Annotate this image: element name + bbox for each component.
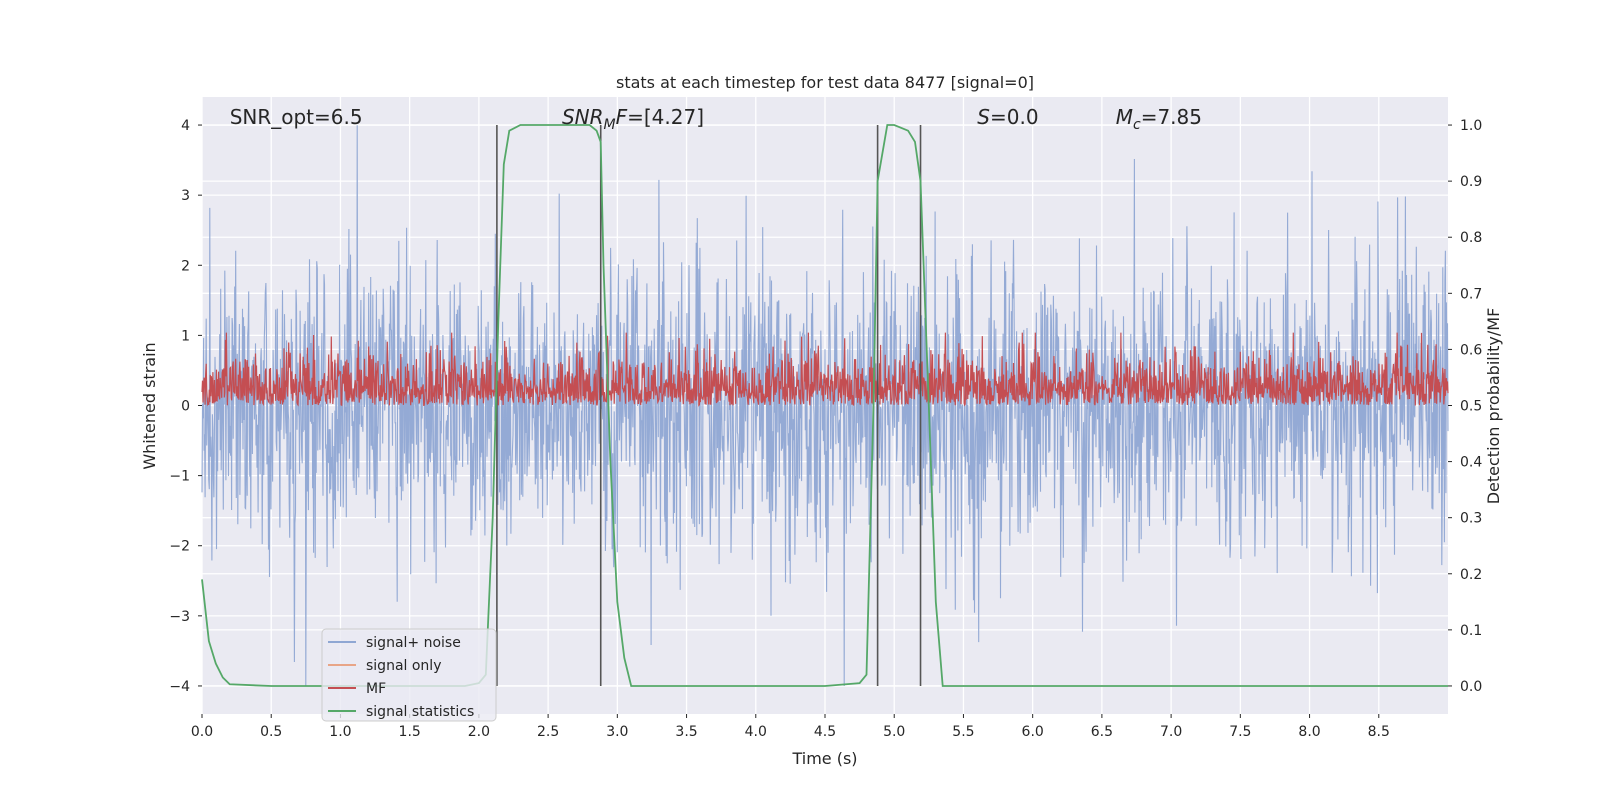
x-axis-label: Time (s) (791, 749, 857, 768)
x-tick-label: 8.0 (1298, 724, 1320, 740)
y-tick-label-right: 0.3 (1460, 511, 1482, 527)
y-tick-label-right: 0.6 (1460, 342, 1482, 358)
y-tick-label-right: 0.5 (1460, 399, 1482, 415)
x-tick-label: 5.5 (952, 724, 974, 740)
legend-box (321, 628, 497, 722)
annotation-text: Mc=7.85 (1116, 105, 1202, 133)
legend-label: signal+ noise (366, 635, 461, 651)
legend-label: signal statistics (366, 704, 474, 720)
y-tick-label-right: 0.9 (1460, 174, 1482, 190)
y-tick-label-right: 0.4 (1460, 455, 1482, 471)
y-tick-label-left: 2 (181, 258, 190, 274)
x-tick-label: 0.5 (260, 724, 282, 740)
x-tick-label: 4.5 (814, 724, 836, 740)
x-tick-label: 7.0 (1160, 724, 1182, 740)
y-tick-label-right: 0.1 (1460, 623, 1482, 639)
y-tick-label-left: −3 (169, 609, 190, 625)
y-tick-label-left: −2 (169, 539, 190, 555)
legend-label: MF (366, 681, 386, 697)
y-tick-label-right: 0.8 (1460, 230, 1482, 246)
annotation-text: SNR_opt=6.5 (230, 105, 363, 129)
y-axis-label-left: Whitened strain (140, 342, 159, 469)
x-tick-label: 2.5 (537, 724, 559, 740)
y-tick-label-right: 0.0 (1460, 679, 1482, 695)
x-tick-label: 1.5 (399, 724, 421, 740)
noise-trace (201, 125, 1449, 687)
x-tick-label: 3.5 (675, 724, 697, 740)
x-tick-label: 6.5 (1091, 724, 1113, 740)
x-tick-label: 6.0 (1022, 724, 1044, 740)
annotation-text: SNRMF=[4.27] (562, 105, 704, 133)
y-tick-label-right: 0.2 (1460, 567, 1482, 583)
annotation-text: S=0.0 (977, 105, 1038, 129)
mf-trace (201, 332, 1449, 407)
legend-label: signal only (366, 658, 441, 674)
y-tick-label-left: 0 (181, 399, 190, 415)
x-tick-label: 8.5 (1368, 724, 1390, 740)
y-tick-label-left: 3 (181, 188, 190, 204)
legend: signal+ noise signal only MF signal statist… (321, 628, 497, 722)
x-tick-label: 5.0 (883, 724, 905, 740)
y-tick-label-left: 1 (181, 328, 190, 344)
noise-series (201, 125, 1449, 687)
x-tick-label: 0.0 (191, 724, 213, 740)
x-tick-label: 3.0 (606, 724, 628, 740)
x-tick-label: 2.0 (468, 724, 490, 740)
y-tick-label-left: −4 (169, 679, 190, 695)
mf-series (201, 332, 1449, 407)
y-axis-label-right: Detection probability/MF (1484, 308, 1503, 505)
y-tick-label-right: 0.7 (1460, 286, 1482, 302)
y-tick-label-right: 1.0 (1460, 118, 1482, 134)
x-tick-label: 1.0 (329, 724, 351, 740)
y-tick-label-left: −1 (169, 469, 190, 485)
chart-title: stats at each timestep for test data 847… (616, 73, 1034, 92)
y-tick-label-left: 4 (181, 118, 190, 134)
tick-labels: 0.0 0.5 1.0 1.5 2.0 2.5 3.0 3.5 4.0 4.5 5.0 5.5 6.0 6… (169, 118, 1482, 740)
annotations: SNR_opt=6.5 SNRMF=[4.27] S=0.0 Mc=7.85 (230, 105, 1202, 133)
x-tick-label: 7.5 (1229, 724, 1251, 740)
x-tick-label: 4.0 (745, 724, 767, 740)
